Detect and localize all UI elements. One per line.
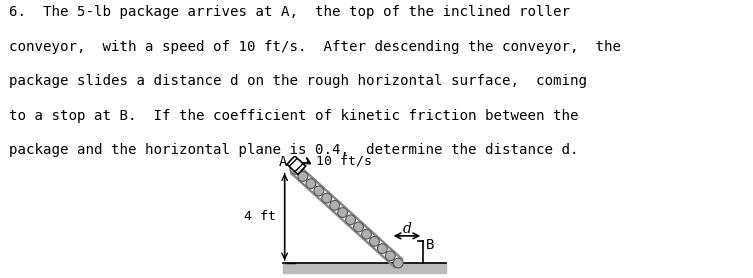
Circle shape [386, 251, 395, 261]
Circle shape [377, 244, 387, 254]
Text: d: d [403, 222, 411, 235]
Circle shape [306, 179, 316, 188]
Circle shape [314, 186, 324, 196]
Circle shape [370, 237, 380, 246]
Circle shape [346, 215, 355, 225]
Text: conveyor,  with a speed of 10 ft/s.  After descending the conveyor,  the: conveyor, with a speed of 10 ft/s. After… [9, 40, 621, 54]
Bar [287, 156, 306, 175]
Text: B: B [426, 238, 434, 252]
Bar [282, 263, 446, 272]
Text: 4 ft: 4 ft [244, 210, 276, 223]
Text: package and the horizontal plane is 0.4,  determine the distance d.: package and the horizontal plane is 0.4,… [9, 143, 578, 157]
Circle shape [322, 193, 331, 203]
Text: 10 ft/s: 10 ft/s [316, 154, 372, 167]
Text: 6.  The 5-lb package arrives at A,  the top of the inclined roller: 6. The 5-lb package arrives at A, the to… [9, 5, 570, 19]
Circle shape [393, 258, 403, 268]
Circle shape [290, 164, 300, 174]
Circle shape [338, 208, 348, 217]
Text: package slides a distance d on the rough horizontal surface,  coming: package slides a distance d on the rough… [9, 74, 587, 88]
Text: A: A [279, 155, 288, 170]
Circle shape [361, 229, 371, 239]
Circle shape [298, 172, 308, 181]
Circle shape [354, 222, 364, 232]
Circle shape [330, 200, 340, 210]
Text: to a stop at B.  If the coefficient of kinetic friction between the: to a stop at B. If the coefficient of ki… [9, 109, 578, 123]
